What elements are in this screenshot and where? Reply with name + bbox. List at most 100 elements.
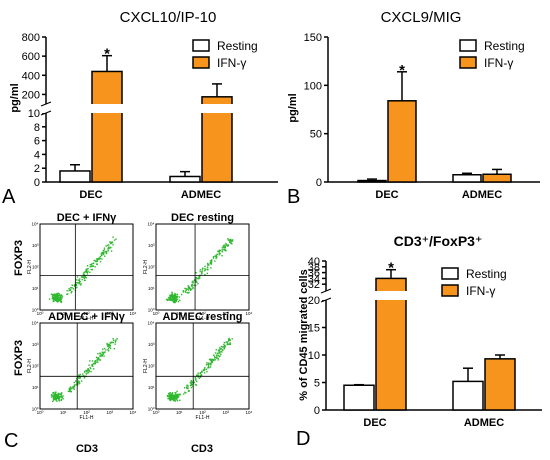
flow-dot	[101, 355, 103, 357]
flow-dot	[53, 295, 56, 297]
flow-tick-x: 10⁴	[246, 311, 253, 316]
flow-dot	[183, 387, 186, 389]
flow-dot	[106, 244, 109, 247]
flow-dot	[221, 250, 223, 253]
flow-dot	[222, 246, 224, 248]
flow-dot	[68, 388, 70, 390]
flow-dot	[220, 348, 222, 350]
panel-b-ylabel: pg/ml	[287, 93, 299, 122]
flow-dot	[70, 390, 73, 393]
flow-dot	[95, 260, 97, 263]
flow-dot	[175, 298, 178, 301]
flow-dot	[116, 338, 118, 340]
panel-b-letter: B	[287, 186, 300, 208]
flow-dot	[53, 396, 55, 398]
flow-tick-x: 10²	[83, 311, 90, 316]
flow-dot	[55, 396, 58, 398]
panel-a-letter: A	[2, 186, 16, 208]
flow-dot	[57, 393, 59, 396]
flow-dot	[78, 383, 80, 385]
tick-label: 32	[308, 279, 320, 291]
flow-dot	[70, 387, 72, 390]
flow-dot	[195, 384, 198, 386]
flow-dot	[175, 295, 178, 298]
flow-dot	[201, 270, 203, 272]
flow-dot	[72, 387, 74, 389]
flow-dot	[85, 271, 88, 273]
flow-dot	[224, 244, 226, 246]
flow-dot	[186, 291, 188, 294]
flow-dot	[78, 376, 81, 378]
flow-dot	[220, 345, 222, 348]
inner-xlabel: FL1-H	[80, 415, 94, 421]
flow-dot	[55, 300, 58, 302]
flow-dot	[75, 287, 77, 289]
flow-dot	[210, 267, 212, 269]
flow-dot	[216, 356, 218, 358]
flow-dot	[216, 352, 219, 355]
flow-dot	[85, 373, 87, 375]
flow-dot	[172, 396, 174, 398]
flow-dot	[57, 396, 60, 398]
flow-dot	[96, 259, 99, 262]
flow-dot	[102, 253, 105, 256]
flow-dot	[228, 241, 231, 244]
flow-dot	[217, 357, 219, 360]
flow-dot	[58, 299, 60, 301]
panel-b-ticks: 0 50 100 150	[304, 32, 322, 189]
flow-dot	[85, 369, 87, 372]
flow-dot	[202, 267, 204, 269]
flow-dot	[217, 354, 220, 357]
tick-label: 38	[308, 262, 320, 274]
flow-dot	[69, 390, 71, 393]
flow-tick-y: 10⁴	[148, 222, 155, 227]
flow-dot	[207, 364, 210, 366]
flow-dot	[222, 244, 225, 247]
flow-dot	[58, 293, 61, 295]
flow-dot	[53, 394, 56, 396]
flow-dot	[213, 357, 216, 359]
flow-dot	[185, 392, 187, 394]
flow-dot	[107, 250, 109, 252]
legend-b-resting-label: Resting	[484, 39, 525, 53]
flow-dot	[197, 374, 200, 377]
flow-dot	[76, 286, 78, 289]
flow-tick-y: 10⁰	[148, 407, 155, 412]
flow-dot	[189, 288, 191, 290]
flow-dot	[108, 346, 111, 348]
flow-dot	[96, 361, 99, 363]
flow-dot	[217, 349, 220, 351]
flow-dot	[75, 377, 78, 380]
flow-dot	[184, 287, 186, 290]
flow-dot	[192, 282, 194, 284]
flow-dot	[99, 352, 101, 354]
flow-dot	[101, 353, 103, 356]
flow-dot	[73, 285, 76, 288]
tick-label: 6	[34, 136, 40, 148]
flow-dot	[76, 384, 79, 386]
flow-dot	[71, 287, 73, 289]
flow-dot	[187, 387, 189, 389]
tick-label: 40	[308, 256, 320, 268]
flow-tick-y: 10⁰	[148, 308, 155, 313]
tick-label: 34	[308, 273, 320, 285]
flow-dot	[85, 270, 88, 272]
flow-dot	[112, 244, 114, 246]
flow-dot	[215, 256, 218, 258]
flow-dot	[58, 400, 61, 402]
flow-dot	[105, 349, 107, 351]
flow-dot	[231, 338, 233, 340]
flow-dot	[208, 363, 210, 365]
bar-admec-resting	[452, 174, 482, 183]
flow-dot	[174, 300, 176, 302]
flow-dot	[169, 294, 171, 296]
flow-dot	[168, 394, 170, 396]
flow-dot	[231, 239, 234, 241]
flow-dot	[90, 263, 93, 266]
flow-dot	[215, 357, 218, 359]
flow-dot	[212, 257, 215, 259]
tick-label: 20	[308, 295, 320, 307]
flow-dot	[173, 397, 175, 399]
